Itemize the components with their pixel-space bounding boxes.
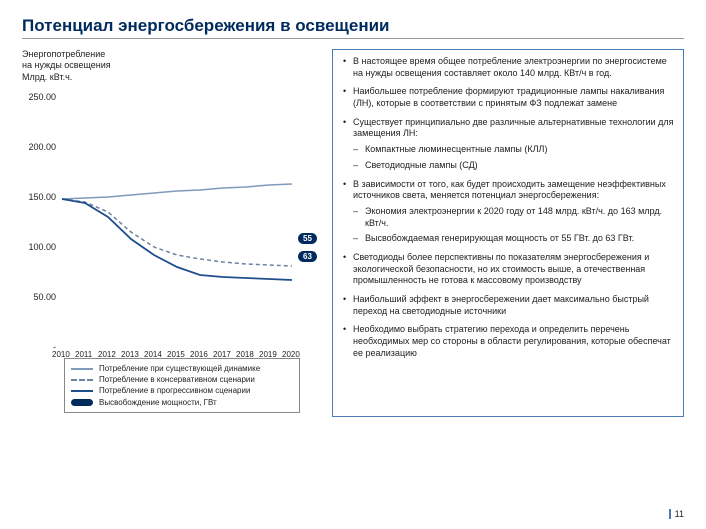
bullet-list: В настоящее время общее потребление элек…: [341, 56, 675, 359]
content-row: Энергопотребление на нужды освещения Млр…: [22, 49, 684, 417]
legend-label: Потребление при существующей динамике: [99, 363, 260, 374]
chart-column: Энергопотребление на нужды освещения Млр…: [22, 49, 322, 417]
y-tick-label: 50.00: [22, 292, 56, 302]
bullet-item: Необходимо выбрать стратегию перехода и …: [341, 324, 675, 359]
y-tick-label: 100.00: [22, 242, 56, 252]
bullet-sub: Светодиодные лампы (СД): [353, 160, 675, 172]
legend-swatch: [71, 399, 93, 406]
bullet-sub: Экономия электроэнергии к 2020 году от 1…: [353, 206, 675, 229]
chart-marker: 63: [298, 251, 317, 262]
bullet-item: В зависимости от того, как будет происхо…: [341, 179, 675, 245]
legend-swatch: [71, 368, 93, 370]
line-chart: -50.00100.00150.00200.00250.002010201120…: [22, 87, 322, 417]
y-tick-label: 150.00: [22, 192, 56, 202]
page-number: 11: [669, 509, 684, 519]
bullet-item: Светодиоды более перспективны по показат…: [341, 252, 675, 287]
title-rule: [22, 38, 684, 39]
legend-swatch: [71, 379, 93, 381]
legend-row: Высвобождение мощности, ГВт: [71, 397, 293, 408]
chart-legend: Потребление при существующей динамикеПот…: [64, 358, 300, 413]
bullet-item: Наибольший эффект в энергосбережении дае…: [341, 294, 675, 317]
y-tick-label: -: [22, 342, 56, 352]
chart-marker: 55: [298, 233, 317, 244]
y-tick-label: 250.00: [22, 92, 56, 102]
legend-row: Потребление в прогрессивном сценарии: [71, 385, 293, 396]
series-existing: [62, 184, 292, 199]
series-progressive: [62, 199, 292, 280]
page-title: Потенциал энергосбережения в освещении: [22, 16, 684, 36]
legend-row: Потребление при существующей динамике: [71, 363, 293, 374]
text-panel: В настоящее время общее потребление элек…: [332, 49, 684, 417]
bullet-item: В настоящее время общее потребление элек…: [341, 56, 675, 79]
chart-header-line-0: Энергопотребление: [22, 49, 322, 60]
chart-header-line-2: Млрд. кВт.ч.: [22, 72, 322, 83]
legend-label: Потребление в прогрессивном сценарии: [99, 385, 250, 396]
chart-header: Энергопотребление на нужды освещения Млр…: [22, 49, 322, 83]
slide-root: Потенциал энергосбережения в освещении Э…: [0, 0, 706, 529]
bullet-sub: Компактные люминесцентные лампы (КЛЛ): [353, 144, 675, 156]
bullet-item: Существует принципиально две различные а…: [341, 117, 675, 172]
page-number-value: 11: [669, 509, 684, 519]
legend-swatch: [71, 390, 93, 392]
legend-row: Потребление в консервативном сценарии: [71, 374, 293, 385]
y-tick-label: 200.00: [22, 142, 56, 152]
chart-header-line-1: на нужды освещения: [22, 60, 322, 71]
legend-label: Высвобождение мощности, ГВт: [99, 397, 217, 408]
chart-svg: [22, 87, 322, 357]
bullet-sub: Высвобождаемая генерирующая мощность от …: [353, 233, 675, 245]
bullet-item: Наибольшее потребление формируют традици…: [341, 86, 675, 109]
legend-label: Потребление в консервативном сценарии: [99, 374, 255, 385]
